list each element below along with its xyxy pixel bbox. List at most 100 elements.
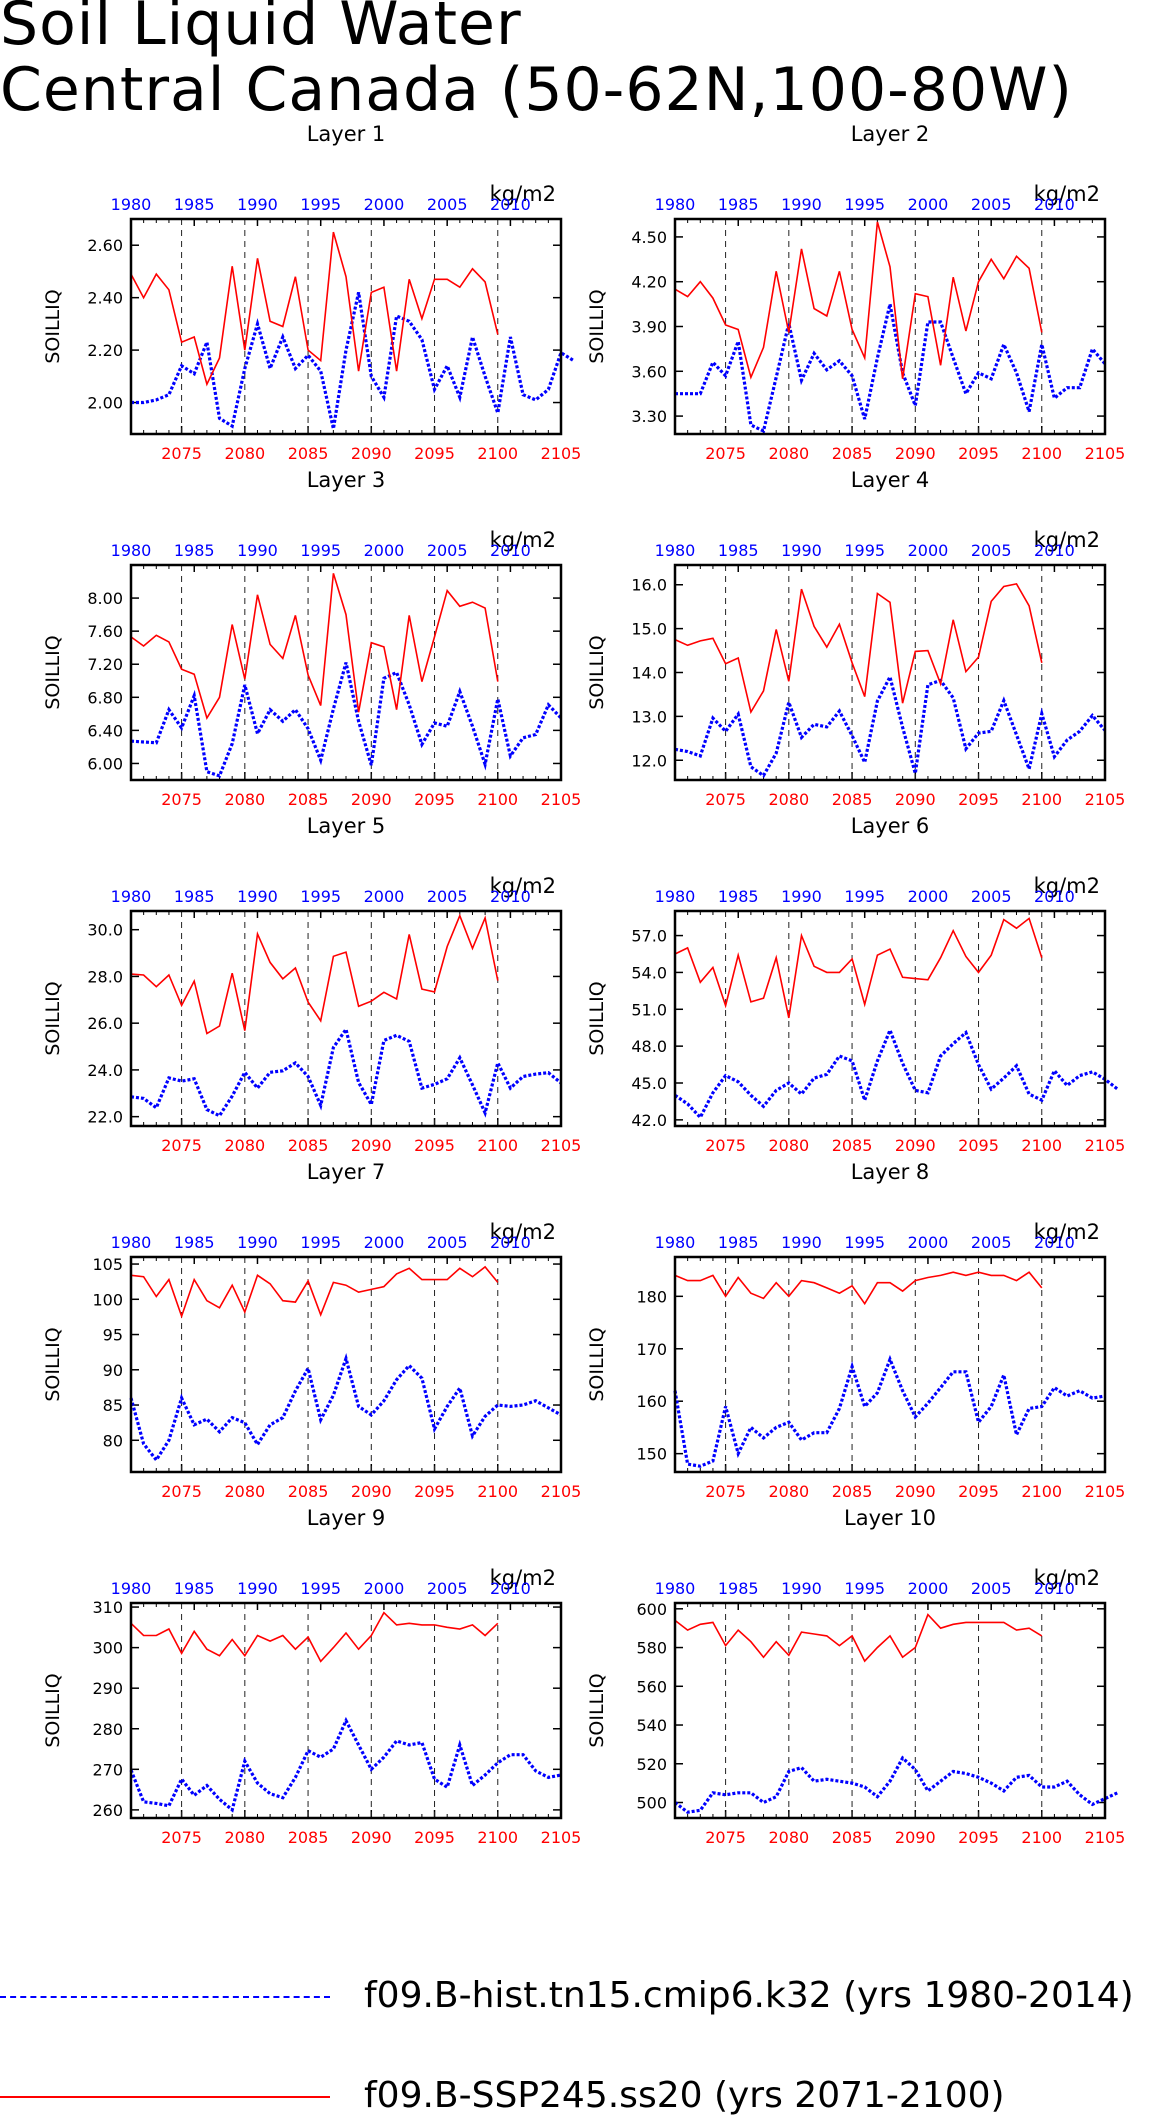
y-tick-label: 6.00 xyxy=(87,754,123,773)
bottom-tick-label: 2100 xyxy=(477,1482,518,1501)
top-tick-label: 1985 xyxy=(718,1233,759,1252)
y-axis-label: SOILLIQ xyxy=(42,1327,64,1401)
y-tick-label: 24.0 xyxy=(87,1061,123,1080)
series-line-ssp xyxy=(674,583,1043,715)
bottom-tick-label: 2095 xyxy=(958,1136,999,1155)
bottom-tick-label: 2075 xyxy=(705,1828,746,1847)
legend-entry-ssp: f09.B-SSP245.ss20 (yrs 2071-2100) xyxy=(0,2072,1168,2122)
plot-frame xyxy=(673,563,1107,782)
panel-title: Layer 5 xyxy=(307,814,386,838)
y-tick-label: 13.0 xyxy=(631,707,667,726)
top-tick-label: 2010 xyxy=(490,195,531,214)
top-tick-label: 2005 xyxy=(427,541,468,560)
units-label: kg/m2 xyxy=(1034,874,1100,898)
bottom-tick-label: 2090 xyxy=(351,1482,392,1501)
y-tick-label: 48.0 xyxy=(631,1037,667,1056)
bottom-tick-label: 2100 xyxy=(1021,444,1062,463)
top-tick-label: 2000 xyxy=(364,887,405,906)
panel-layer-6: Layer 6 kg/m2 1980 1985 1990 1995 2000 2005 2010… xyxy=(586,814,1125,1155)
bottom-tick-label: 2075 xyxy=(161,1482,202,1501)
y-tick-label: 170 xyxy=(636,1340,667,1359)
y-tick-label: 2.40 xyxy=(87,289,123,308)
plot-frame xyxy=(129,1255,563,1474)
y-tick-label: 90 xyxy=(103,1361,123,1380)
y-tick-label: 3.90 xyxy=(631,318,667,337)
y-tick-label: 85 xyxy=(103,1396,123,1415)
bottom-tick-label: 2085 xyxy=(288,790,329,809)
panel-layer-1: Layer 1 kg/m2 1980 1985 1990 1995 2000 2005 2010… xyxy=(42,122,581,463)
top-tick-label: 1985 xyxy=(174,1579,215,1598)
y-tick-label: 42.0 xyxy=(631,1111,667,1130)
bottom-tick-label: 2100 xyxy=(477,444,518,463)
bottom-tick-label: 2085 xyxy=(288,1482,329,1501)
top-tick-label: 1990 xyxy=(237,541,278,560)
bottom-tick-label: 2080 xyxy=(224,444,265,463)
top-tick-label: 1980 xyxy=(111,1233,152,1252)
top-tick-label: 1990 xyxy=(781,887,822,906)
series-line-ssp xyxy=(130,231,499,387)
y-tick-label: 30.0 xyxy=(87,921,123,940)
bottom-tick-label: 2095 xyxy=(414,444,455,463)
legend-entry-hist: f09.B-hist.tn15.cmip6.k32 (yrs 1980-2014… xyxy=(0,1972,1168,2022)
top-tick-label: 1990 xyxy=(781,1579,822,1598)
y-tick-label: 7.60 xyxy=(87,622,123,641)
y-axis-label: SOILLIQ xyxy=(42,1673,64,1747)
top-tick-label: 1995 xyxy=(844,1233,885,1252)
series-line-hist xyxy=(673,1354,1106,1468)
bottom-tick-label: 2095 xyxy=(958,790,999,809)
top-tick-label: 1980 xyxy=(655,1233,696,1252)
y-axis-label: SOILLIQ xyxy=(586,1673,608,1747)
y-tick-label: 3.30 xyxy=(631,407,667,426)
units-label: kg/m2 xyxy=(1034,528,1100,552)
top-tick-label: 2010 xyxy=(490,541,531,560)
bottom-tick-label: 2085 xyxy=(832,790,873,809)
panel-title: Layer 3 xyxy=(307,468,386,492)
bottom-tick-label: 2105 xyxy=(1085,790,1126,809)
bottom-tick-label: 2075 xyxy=(705,1482,746,1501)
legend-label-hist: f09.B-hist.tn15.cmip6.k32 (yrs 1980-2014… xyxy=(364,1975,1134,2016)
top-tick-label: 2000 xyxy=(908,887,949,906)
series-line-hist xyxy=(675,303,1107,434)
top-tick-label: 2010 xyxy=(1034,1579,1075,1598)
y-tick-label: 520 xyxy=(636,1755,667,1774)
top-tick-label: 1995 xyxy=(844,541,885,560)
top-tick-label: 1980 xyxy=(111,195,152,214)
series-line-hist xyxy=(674,1755,1119,1814)
top-tick-label: 1995 xyxy=(844,195,885,214)
bottom-tick-label: 2100 xyxy=(477,790,518,809)
bottom-tick-label: 2085 xyxy=(288,444,329,463)
series-line-ssp xyxy=(130,1265,499,1319)
panel-title: Layer 10 xyxy=(844,1506,936,1530)
y-tick-label: 15.0 xyxy=(631,620,667,639)
units-label: kg/m2 xyxy=(1034,1566,1100,1590)
legend-solid-line-icon xyxy=(0,2096,330,2098)
panel-layer-4: Layer 4 kg/m2 1980 1985 1990 1995 2000 2005 2010… xyxy=(586,468,1125,809)
series-line-hist xyxy=(129,1716,562,1813)
top-tick-label: 1995 xyxy=(844,1579,885,1598)
units-label: kg/m2 xyxy=(490,1566,556,1590)
series-line-ssp xyxy=(130,573,499,720)
bottom-tick-label: 2085 xyxy=(288,1136,329,1155)
series-line-hist xyxy=(129,1352,562,1463)
top-tick-label: 1995 xyxy=(300,1233,341,1252)
plot-frame xyxy=(129,909,563,1128)
plot-frame xyxy=(673,1255,1107,1474)
plot-frame xyxy=(129,217,563,436)
top-tick-label: 2000 xyxy=(908,541,949,560)
top-tick-label: 2005 xyxy=(971,1233,1012,1252)
bottom-tick-label: 2090 xyxy=(351,1828,392,1847)
bottom-tick-label: 2105 xyxy=(541,1136,582,1155)
y-tick-label: 12.0 xyxy=(631,751,667,770)
top-tick-label: 2000 xyxy=(908,1579,949,1598)
y-tick-label: 260 xyxy=(92,1801,123,1820)
series-line-hist xyxy=(674,1025,1119,1121)
series-line-ssp xyxy=(130,1611,499,1663)
top-tick-label: 2000 xyxy=(908,1233,949,1252)
panel-layer-2: Layer 2 kg/m2 1980 1985 1990 1995 2000 2005 2010… xyxy=(586,122,1125,463)
y-tick-label: 3.60 xyxy=(631,362,667,381)
top-tick-label: 2005 xyxy=(427,195,468,214)
bottom-tick-label: 2090 xyxy=(351,790,392,809)
top-tick-label: 1980 xyxy=(111,541,152,560)
panel-title: Layer 4 xyxy=(851,468,930,492)
y-tick-label: 2.00 xyxy=(87,394,123,413)
